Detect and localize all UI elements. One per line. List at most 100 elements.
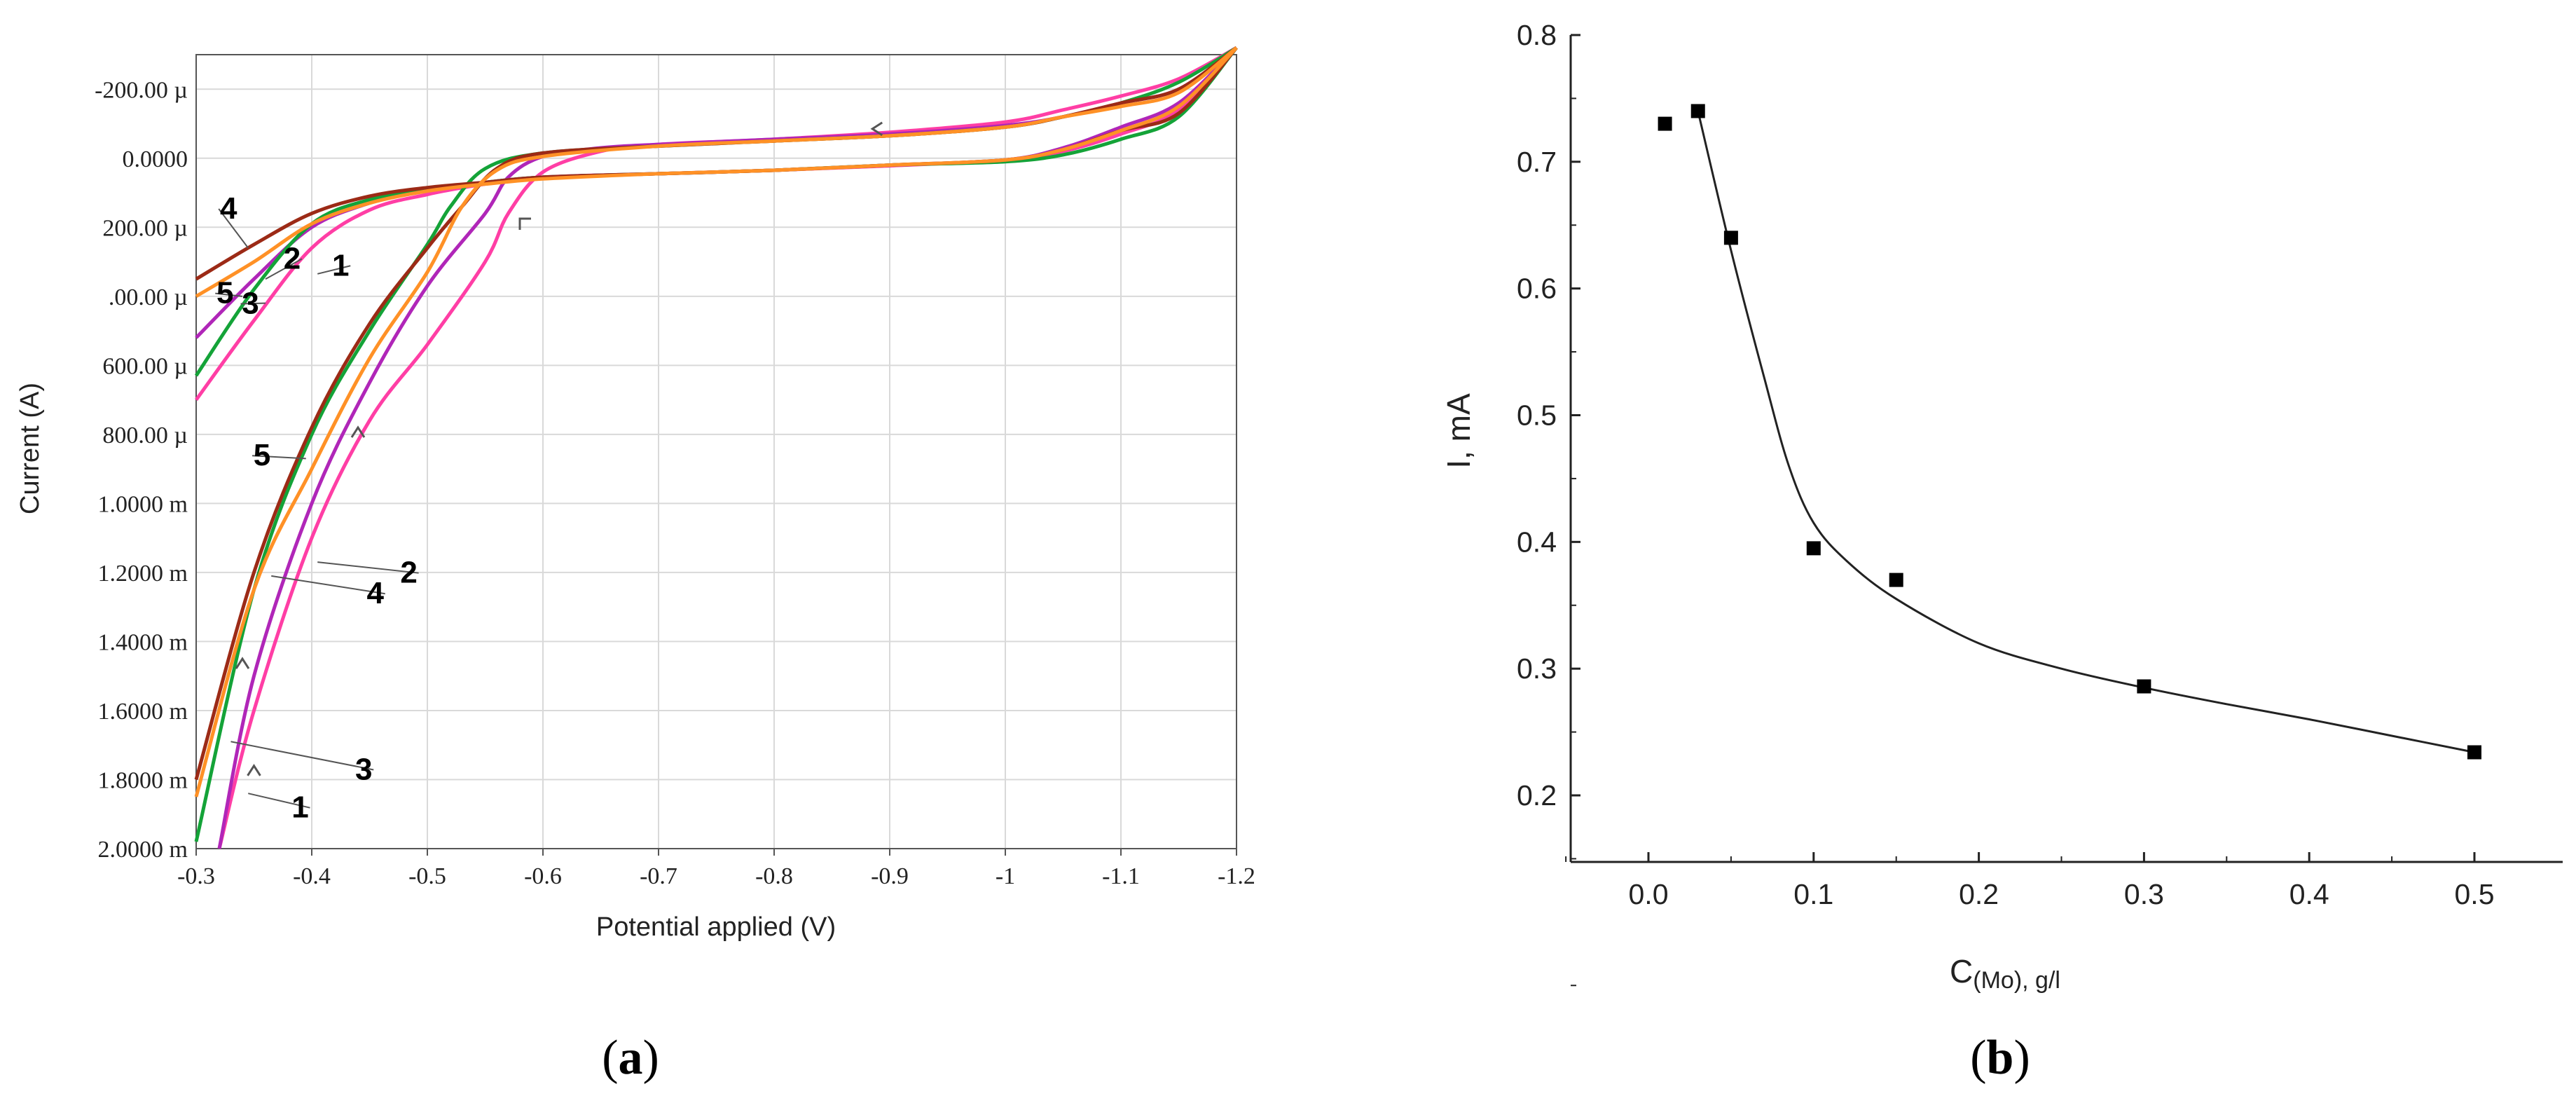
panel-a-curve-label: 1 — [332, 248, 349, 282]
panel-a-series-3-forward-sweep — [194, 46, 1238, 377]
panel-b-x-axis-label: C(Mo), g/l — [1950, 953, 2060, 994]
panel-a-y-tick-label: .00.00 µ — [109, 285, 188, 310]
panel-a-x-tick-label: -1.1 — [1102, 863, 1140, 889]
panel-b-data-point — [1658, 116, 1672, 131]
panel-a-curve-label: 5 — [254, 438, 270, 472]
panel-a-x-axis-label: Potential applied (V) — [596, 912, 836, 942]
panel-b-caption-letter: b — [1987, 1031, 2014, 1085]
panel-a-curve-label: 5 — [216, 276, 233, 310]
panel-a-x-tick-label: -0.7 — [640, 863, 677, 889]
panel-a-x-tick-label: -0.6 — [524, 863, 562, 889]
panel-a-curve-label: 2 — [284, 241, 301, 275]
panel-a-x-tick-label: -1.2 — [1218, 863, 1255, 889]
panel-a-curve-label-leader — [215, 292, 243, 297]
panel-b-y-tick-label: 0.4 — [1517, 526, 1557, 558]
panel-b-x-tick-label: 0.5 — [2455, 878, 2495, 910]
panel-a-sweep-direction-arrow — [518, 217, 531, 230]
panel-a-caption: (a) — [602, 1031, 659, 1085]
panel-a-series-2-forward-sweep — [195, 46, 1238, 339]
panel-b-y-axis-label: I, mA — [1440, 393, 1477, 469]
panel-a-sweep-direction-arrow — [235, 657, 250, 669]
panel-a-x-tick-label: -1 — [996, 863, 1015, 889]
panel-a-sweep-direction-arrow — [350, 425, 366, 438]
panel-a-curve-label: 4 — [367, 576, 385, 610]
panel-a-series-1-reverse-sweep — [217, 46, 1238, 849]
panel-a-y-tick-label: 200.00 µ — [102, 215, 188, 241]
panel-a-series-1 — [194, 46, 1238, 849]
panel-b-current-vs-concentration: 0.2 0.3 0.4 0.5 0.6 0.7 0.8 0.0 0.1 0.2 0.3 0.4 0.5… — [1440, 19, 2563, 994]
panel-a-curve-label-leader — [252, 455, 306, 460]
panel-a-x-tick-label: -0.8 — [755, 863, 793, 889]
panel-a-y-tick-label: 800.00 µ — [102, 423, 188, 448]
panel-a-direction-arrows — [235, 121, 883, 776]
panel-a-plot-frame — [195, 54, 1237, 849]
panel-b-caption: (b) — [1970, 1031, 2030, 1085]
panel-a-curve-label-leader — [271, 575, 385, 595]
panel-b-data-point — [1889, 573, 1903, 587]
panel-b-x-tick-label: 0.0 — [1629, 878, 1669, 910]
panel-a-curve-label-leader — [230, 741, 374, 771]
panel-b-x-ticks: 0.0 0.1 0.2 0.3 0.4 0.5 — [1565, 852, 2495, 910]
panel-a-curve-label: 3 — [355, 752, 372, 786]
panel-b-data-points — [1658, 104, 2481, 760]
panel-a-y-tick-label: 600.00 µ — [102, 353, 188, 379]
panel-b-fit-curve — [1697, 111, 2475, 753]
panel-a-y-tick-labels: -200.00 µ 0.0000 200.00 µ .00.00 µ 600.00 µ 8… — [95, 77, 188, 863]
panel-a-caption-letter: a — [619, 1031, 643, 1085]
panel-b-data-point — [1690, 104, 1705, 118]
panel-a-curve-label-leader — [240, 302, 266, 305]
panel-b-y-tick-label: 0.7 — [1517, 146, 1557, 178]
panel-a-cyclic-voltammogram: -200.00 µ 0.0000 200.00 µ .00.00 µ 600.00 µ 8… — [15, 46, 1255, 942]
panel-b-x-tick-label: 0.4 — [2289, 878, 2329, 910]
panel-a-series-3 — [194, 46, 1238, 842]
panel-a-curve-label: 2 — [400, 556, 417, 590]
panel-a-y-tick-label: -200.00 µ — [95, 77, 188, 103]
panel-a-curve-label: 4 — [220, 191, 237, 226]
panel-a-sweep-direction-arrow — [870, 121, 883, 137]
panel-a-y-tick-label: 1.6000 m — [98, 699, 188, 725]
panel-b-data-point — [2137, 679, 2151, 694]
panel-a-x-tick-label: -0.3 — [177, 863, 215, 889]
panel-a-y-tick-label: 2.0000 m — [98, 837, 188, 863]
panel-b-data-point — [2467, 745, 2481, 760]
panel-a-curve-label-leader — [248, 793, 310, 809]
panel-a-curve-label: 1 — [291, 790, 308, 825]
panel-a-sweep-direction-arrow — [247, 764, 261, 776]
panel-a-curve-label-leader — [317, 561, 419, 574]
panel-a-curve-label-leader — [317, 265, 351, 275]
panel-a-series-3-reverse-sweep — [194, 46, 1238, 842]
panel-a-series-4-forward-sweep — [195, 46, 1238, 281]
panel-b-x-axis-label-main: C — [1950, 953, 1973, 989]
panel-b-y-tick-label: 0.3 — [1517, 652, 1557, 685]
panel-a-y-tick-label: 1.8000 m — [98, 767, 188, 793]
panel-a-x-tick-label: -0.5 — [408, 863, 446, 889]
panel-a-series-5-reverse-sweep — [194, 46, 1238, 797]
panel-a-curve-label: 3 — [242, 286, 259, 320]
panel-a-series-2-reverse-sweep — [217, 46, 1238, 849]
panel-a-curve-label-leader — [218, 208, 249, 249]
panel-b-x-tick-label: 0.2 — [1959, 878, 1999, 910]
panel-b-y-ticks: 0.2 0.3 0.4 0.5 0.6 0.7 0.8 — [1517, 19, 1580, 987]
panel-a-x-tick-labels: -0.3 -0.4 -0.5 -0.6 -0.7 -0.8 -0.9 -1 -1.1 -1.2 — [177, 849, 1255, 889]
panel-a-series — [194, 46, 1238, 849]
panel-b-x-tick-label: 0.3 — [2124, 878, 2164, 910]
panel-b-data-point — [1806, 541, 1821, 556]
panel-b-x-tick-label: 0.1 — [1793, 878, 1833, 910]
panel-a-y-axis-label: Current (A) — [15, 383, 45, 514]
panel-a-y-tick-label: 1.0000 m — [98, 491, 188, 517]
panel-b-y-tick-label: 0.8 — [1517, 19, 1557, 51]
panel-a-x-tick-label: -0.4 — [293, 863, 331, 889]
panel-b-data-point — [1723, 231, 1738, 245]
panel-b-y-tick-label: 0.2 — [1517, 779, 1557, 811]
panel-a-y-tick-label: 1.2000 m — [98, 561, 188, 587]
panel-b-y-tick-label: 0.5 — [1517, 399, 1557, 432]
panel-a-x-tick-label: -0.9 — [871, 863, 909, 889]
panel-b-y-tick-label: 0.6 — [1517, 273, 1557, 305]
panel-a-y-tick-label: 1.4000 m — [98, 629, 188, 655]
panel-a-curve-label-leader — [265, 258, 303, 280]
panel-a-series-1-forward-sweep — [194, 46, 1238, 402]
panel-a-series-5 — [194, 46, 1238, 797]
panel-a-series-5-forward-sweep — [195, 46, 1238, 298]
